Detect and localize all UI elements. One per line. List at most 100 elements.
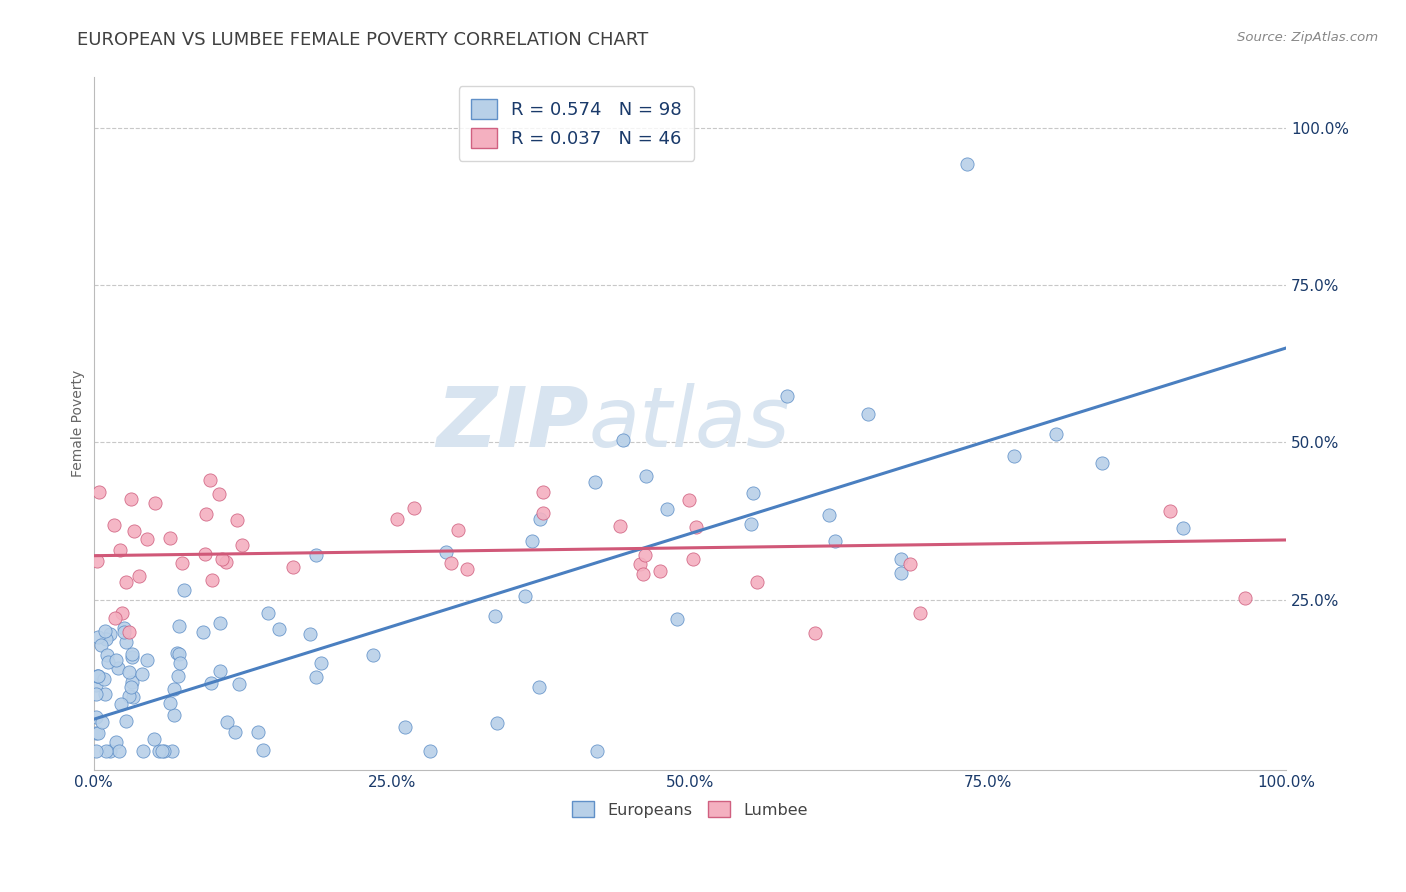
- Point: [195, 507, 218, 521]
- Point: [93, 673, 115, 687]
- Point: [194, 547, 217, 561]
- Point: [84, 744, 107, 758]
- Point: [94, 632, 117, 647]
- Point: [84, 725, 107, 739]
- Point: [118, 665, 141, 680]
- Point: [143, 496, 166, 510]
- Point: [111, 606, 134, 620]
- Point: [612, 433, 634, 447]
- Point: [856, 407, 879, 421]
- Point: [98, 627, 121, 641]
- Point: [741, 485, 763, 500]
- Point: [200, 474, 222, 488]
- Point: [191, 625, 214, 640]
- Point: [657, 501, 679, 516]
- Point: [208, 664, 231, 678]
- Point: [108, 543, 131, 558]
- Point: [87, 485, 110, 500]
- Point: [745, 574, 768, 589]
- Point: [226, 513, 249, 527]
- Point: [609, 519, 631, 533]
- Point: [121, 650, 143, 665]
- Point: [1171, 521, 1194, 535]
- Point: [776, 389, 799, 403]
- Point: [122, 690, 145, 705]
- Point: [105, 653, 128, 667]
- Point: [87, 669, 110, 683]
- Point: [162, 707, 184, 722]
- Point: [105, 735, 128, 749]
- Point: [531, 506, 554, 520]
- Point: [256, 606, 278, 620]
- Point: [634, 548, 657, 562]
- Point: [385, 511, 408, 525]
- Point: [740, 516, 762, 531]
- Point: [118, 689, 141, 703]
- Point: [305, 670, 328, 684]
- Point: [394, 720, 416, 734]
- Point: [299, 626, 322, 640]
- Point: [456, 562, 478, 576]
- Point: [131, 667, 153, 681]
- Point: [533, 484, 555, 499]
- Point: [104, 610, 127, 624]
- Point: [114, 634, 136, 648]
- Point: [84, 678, 107, 692]
- Point: [224, 725, 246, 739]
- Point: [166, 646, 188, 660]
- Point: [84, 710, 107, 724]
- Point: [201, 574, 224, 588]
- Point: [150, 744, 173, 758]
- Point: [515, 589, 537, 603]
- Point: [152, 744, 174, 758]
- Point: [520, 534, 543, 549]
- Point: [162, 744, 184, 758]
- Point: [1159, 504, 1181, 518]
- Point: [217, 715, 239, 730]
- Point: [890, 552, 912, 566]
- Point: [908, 606, 931, 620]
- Point: [650, 564, 672, 578]
- Point: [86, 668, 108, 682]
- Point: [108, 744, 131, 758]
- Point: [484, 608, 506, 623]
- Point: [309, 656, 332, 670]
- Point: [583, 475, 606, 489]
- Text: Source: ZipAtlas.com: Source: ZipAtlas.com: [1237, 31, 1378, 45]
- Point: [283, 559, 305, 574]
- Point: [419, 744, 441, 758]
- Point: [86, 668, 108, 682]
- Point: [84, 687, 107, 701]
- Point: [434, 544, 457, 558]
- Point: [128, 569, 150, 583]
- Point: [148, 744, 170, 758]
- Point: [110, 697, 132, 711]
- Text: EUROPEAN VS LUMBEE FEMALE POVERTY CORRELATION CHART: EUROPEAN VS LUMBEE FEMALE POVERTY CORREL…: [77, 31, 648, 49]
- Point: [115, 575, 138, 590]
- Point: [1002, 449, 1025, 463]
- Point: [103, 518, 125, 533]
- Point: [682, 552, 704, 566]
- Point: [252, 743, 274, 757]
- Point: [529, 512, 551, 526]
- Point: [1045, 426, 1067, 441]
- Point: [87, 726, 110, 740]
- Point: [305, 548, 328, 562]
- Point: [208, 616, 231, 631]
- Point: [486, 716, 509, 731]
- Point: [956, 157, 979, 171]
- Point: [208, 487, 231, 501]
- Point: [447, 523, 470, 537]
- Point: [631, 567, 654, 582]
- Point: [1233, 591, 1256, 605]
- Point: [402, 501, 425, 516]
- Point: [231, 538, 253, 552]
- Point: [159, 531, 181, 545]
- Point: [159, 696, 181, 710]
- Point: [124, 524, 146, 538]
- Point: [803, 626, 825, 640]
- Point: [96, 648, 118, 662]
- Point: [86, 554, 108, 568]
- Text: atlas: atlas: [589, 383, 790, 464]
- Point: [628, 558, 651, 572]
